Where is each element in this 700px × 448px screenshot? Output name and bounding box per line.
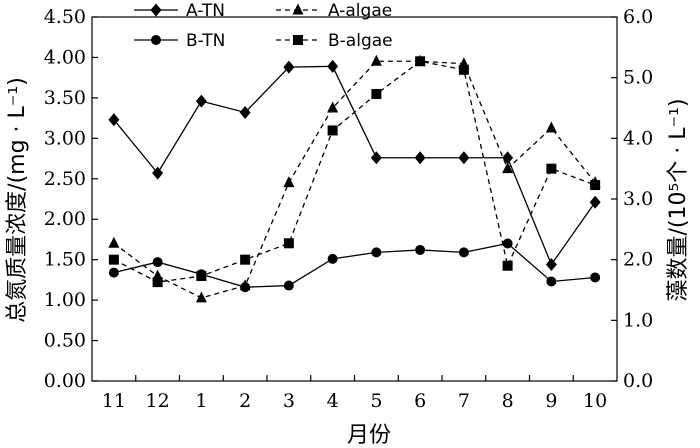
data-point-b-algae <box>327 125 338 136</box>
data-point-a-tn <box>239 105 251 119</box>
data-point-a-algae <box>370 54 382 66</box>
right-tick-label: 4.0 <box>623 127 653 149</box>
x-tick-label: 7 <box>458 390 470 412</box>
data-point-a-tn <box>108 113 120 127</box>
series-a-algae <box>108 54 601 303</box>
data-point-a-tn <box>370 151 382 165</box>
x-tick-label: 2 <box>239 390 251 412</box>
data-point-b-algae <box>283 238 294 249</box>
right-tick-label: 0.0 <box>623 370 653 392</box>
data-point-a-algae <box>502 162 514 174</box>
series-line-b-tn <box>113 242 596 288</box>
series-layer <box>108 54 601 303</box>
data-point-a-tn <box>414 151 426 165</box>
right-tick-label: 1.0 <box>623 309 653 331</box>
data-point-b-algae <box>240 254 251 265</box>
legend-item-a-algae: A-algae <box>276 1 392 21</box>
x-tick-label: 10 <box>583 390 607 412</box>
data-point-b-algae <box>590 180 601 191</box>
legend-label-a-tn: A-TN <box>186 1 225 21</box>
x-tick-label: 11 <box>102 390 126 412</box>
x-tick-label: 4 <box>327 390 339 412</box>
right-axis-title: 藻数量/(10⁵个 · L⁻¹) <box>666 98 691 301</box>
data-point-a-tn <box>195 94 207 108</box>
data-point-a-tn <box>589 195 601 209</box>
left-tick-label: 1.00 <box>44 289 86 311</box>
left-tick-label: 0.50 <box>44 330 86 352</box>
data-point-a-tn <box>283 60 295 74</box>
series-b-tn <box>108 238 601 293</box>
left-tick-label: 2.00 <box>44 208 86 230</box>
x-axis: 11 12 1 2 3 4 5 6 7 8 9 10 <box>102 375 607 412</box>
legend-item-b-algae: B-algae <box>276 31 393 51</box>
data-point-b-tn <box>458 247 469 258</box>
legend-marker-b-algae <box>293 35 303 45</box>
data-point-b-algae <box>546 163 557 174</box>
data-point-b-algae <box>371 89 382 100</box>
data-point-b-algae <box>458 64 469 75</box>
data-point-a-algae <box>283 176 295 188</box>
left-tick-label: 0.00 <box>44 370 86 392</box>
legend-marker-a-tn <box>150 3 162 17</box>
legend-item-b-tn: B-TN <box>134 31 225 51</box>
data-point-b-tn <box>152 257 163 268</box>
data-point-a-algae <box>545 121 557 133</box>
x-tick-label: 3 <box>283 390 295 412</box>
data-point-b-algae <box>108 254 119 265</box>
data-point-b-tn <box>546 276 557 287</box>
series-b-algae <box>108 56 601 288</box>
data-point-b-tn <box>327 253 338 264</box>
data-point-b-algae <box>502 260 513 271</box>
legend-marker-b-tn <box>151 35 161 45</box>
right-axis: 0.0 1.0 2.0 3.0 4.0 5.0 6.0 <box>611 6 653 392</box>
left-axis-title: 总氮质量浓度/(mg · L⁻¹) <box>5 77 30 323</box>
x-tick-label: 6 <box>414 390 426 412</box>
right-tick-label: 6.0 <box>623 6 653 28</box>
left-axis: 0.00 0.50 1.00 1.50 2.00 2.50 3.00 3.50 4.00 4.50 <box>44 6 98 392</box>
data-point-b-tn <box>108 267 119 278</box>
left-tick-label: 3.00 <box>44 127 86 149</box>
data-point-a-algae <box>108 236 120 248</box>
legend: A-TN B-TN A-algae B-algae <box>134 1 393 51</box>
x-tick-label: 12 <box>146 390 170 412</box>
series-line-a-tn <box>113 65 596 266</box>
series-line-a-algae <box>113 60 596 299</box>
data-point-a-algae <box>239 279 251 291</box>
data-point-a-tn <box>327 59 339 73</box>
right-tick-label: 3.0 <box>623 188 653 210</box>
data-point-a-algae <box>327 101 339 113</box>
data-point-a-tn <box>458 151 470 165</box>
legend-label-b-algae: B-algae <box>328 31 393 51</box>
data-point-b-algae <box>196 271 207 282</box>
data-point-b-tn <box>415 244 426 255</box>
data-point-b-tn <box>283 280 294 291</box>
legend-label-b-tn: B-TN <box>186 31 225 51</box>
left-tick-label: 2.50 <box>44 168 86 190</box>
data-point-b-tn <box>502 238 513 249</box>
right-tick-label: 2.0 <box>623 249 653 271</box>
x-tick-label: 9 <box>545 390 557 412</box>
series-a-tn <box>108 59 601 272</box>
data-point-b-tn <box>371 247 382 258</box>
legend-label-a-algae: A-algae <box>328 1 392 21</box>
left-tick-label: 1.50 <box>44 249 86 271</box>
data-point-a-tn <box>152 166 164 180</box>
data-point-a-tn <box>545 258 557 272</box>
legend-item-a-tn: A-TN <box>134 1 225 21</box>
data-point-b-algae <box>152 277 163 288</box>
left-tick-label: 3.50 <box>44 87 86 109</box>
x-tick-label: 5 <box>370 390 382 412</box>
data-point-b-algae <box>415 56 426 67</box>
data-point-b-tn <box>590 272 601 283</box>
x-tick-label: 1 <box>195 390 207 412</box>
right-tick-label: 5.0 <box>623 67 653 89</box>
data-point-a-algae <box>195 291 207 303</box>
x-axis-title: 月份 <box>347 423 391 448</box>
left-tick-label: 4.00 <box>44 46 86 68</box>
left-tick-label: 4.50 <box>44 6 86 28</box>
x-tick-label: 8 <box>502 390 514 412</box>
legend-marker-a-algae <box>292 3 304 15</box>
series-line-b-algae <box>113 60 596 283</box>
